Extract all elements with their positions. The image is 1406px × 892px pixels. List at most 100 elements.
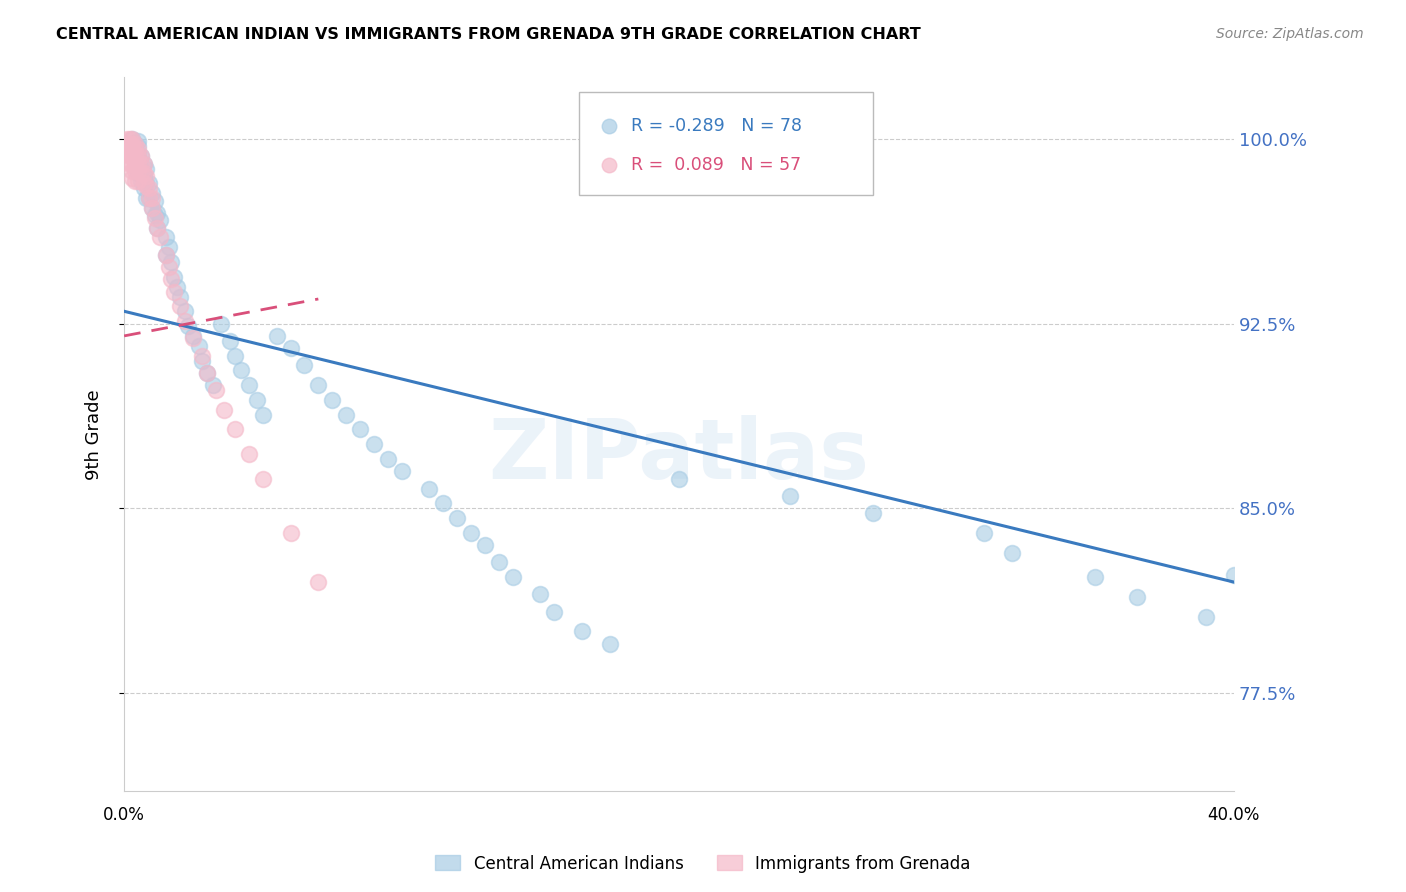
Point	[163, 269, 186, 284]
Point	[155, 248, 177, 262]
Point	[124, 174, 146, 188]
Point	[266, 329, 288, 343]
Text: ZIPatlas: ZIPatlas	[488, 416, 869, 496]
Point	[191, 349, 214, 363]
Point	[335, 408, 357, 422]
Point	[418, 482, 440, 496]
Point	[127, 139, 149, 153]
Point	[118, 136, 141, 151]
Point	[294, 359, 316, 373]
Point	[127, 135, 149, 149]
Point	[138, 181, 160, 195]
Point	[224, 422, 246, 436]
Point	[973, 525, 995, 540]
Point	[543, 605, 565, 619]
Point	[163, 285, 186, 299]
Point	[183, 331, 205, 345]
Point	[121, 164, 143, 178]
Point	[121, 139, 143, 153]
Point	[191, 353, 214, 368]
Point	[183, 329, 205, 343]
Point	[132, 176, 155, 190]
Point	[127, 156, 149, 170]
Point	[127, 149, 149, 163]
Point	[135, 161, 157, 176]
Point	[115, 132, 138, 146]
Point	[169, 289, 191, 303]
Point	[460, 525, 482, 540]
Point	[121, 132, 143, 146]
Point	[474, 538, 496, 552]
Point	[307, 575, 329, 590]
Point	[446, 511, 468, 525]
Point	[138, 191, 160, 205]
Point	[138, 176, 160, 190]
Point	[127, 142, 149, 156]
Text: R = -0.289   N = 78: R = -0.289 N = 78	[631, 117, 803, 135]
Point	[124, 136, 146, 151]
Point	[252, 408, 274, 422]
Point	[174, 314, 197, 328]
Point	[129, 149, 152, 163]
Point	[141, 191, 163, 205]
Point	[149, 213, 172, 227]
Point	[141, 201, 163, 215]
Point	[1125, 590, 1147, 604]
Point	[224, 349, 246, 363]
Point	[157, 260, 180, 274]
Point	[502, 570, 524, 584]
Point	[238, 447, 260, 461]
Point	[124, 164, 146, 178]
Point	[432, 496, 454, 510]
Point	[349, 422, 371, 436]
Text: 0.0%: 0.0%	[103, 806, 145, 824]
Point	[129, 161, 152, 176]
Point	[115, 136, 138, 151]
Text: Source: ZipAtlas.com: Source: ZipAtlas.com	[1216, 27, 1364, 41]
Point	[135, 191, 157, 205]
Point	[1001, 545, 1024, 559]
Point	[124, 142, 146, 156]
Point	[118, 156, 141, 170]
Point	[169, 299, 191, 313]
Point	[127, 174, 149, 188]
Point	[146, 220, 169, 235]
Point	[118, 149, 141, 163]
Point	[252, 472, 274, 486]
Point	[124, 156, 146, 170]
Point	[218, 334, 240, 348]
Point	[668, 472, 690, 486]
Point	[129, 174, 152, 188]
Point	[143, 211, 166, 225]
Text: 40.0%: 40.0%	[1208, 806, 1260, 824]
Point	[143, 208, 166, 222]
Text: CENTRAL AMERICAN INDIAN VS IMMIGRANTS FROM GRENADA 9TH GRADE CORRELATION CHART: CENTRAL AMERICAN INDIAN VS IMMIGRANTS FR…	[56, 27, 921, 42]
Point	[129, 149, 152, 163]
Point	[862, 506, 884, 520]
Point	[121, 142, 143, 156]
Point	[132, 156, 155, 170]
Point	[160, 272, 183, 286]
Point	[149, 230, 172, 244]
Point	[157, 240, 180, 254]
Point	[529, 587, 551, 601]
Point	[146, 220, 169, 235]
Point	[127, 166, 149, 180]
Point	[118, 132, 141, 146]
Point	[238, 378, 260, 392]
Point	[127, 146, 149, 161]
Point	[129, 156, 152, 170]
Point	[146, 206, 169, 220]
Point	[124, 136, 146, 151]
Point	[307, 378, 329, 392]
Point	[1326, 300, 1348, 314]
Point	[135, 176, 157, 190]
Point	[177, 319, 200, 334]
Point	[118, 142, 141, 156]
Point	[1326, 433, 1348, 447]
Point	[779, 489, 801, 503]
Point	[141, 201, 163, 215]
Point	[127, 164, 149, 178]
Point	[174, 304, 197, 318]
Point	[121, 136, 143, 151]
